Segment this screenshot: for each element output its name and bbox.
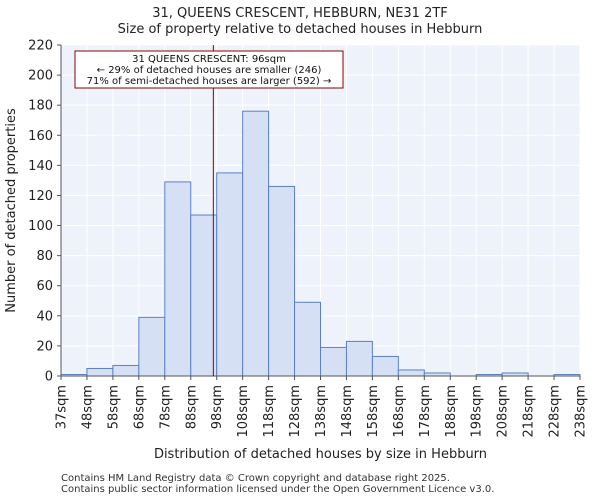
x-tick-label: 108sqm: [236, 385, 251, 438]
histogram-bar: [345, 340, 373, 377]
x-tick-label: 148sqm: [340, 385, 355, 438]
y-tick-label: 0: [45, 370, 53, 385]
histogram-bar: [216, 172, 244, 377]
x-axis-title: Distribution of detached houses by size …: [154, 447, 487, 462]
y-tick-label: 40: [36, 309, 53, 324]
histogram-bar: [164, 181, 192, 377]
annotation-line-title: 31 QUEENS CRESCENT: 96sqm: [132, 54, 286, 65]
histogram-bar: [397, 369, 425, 377]
y-tick-label: 220: [28, 39, 53, 54]
footer-copyright: Contains HM Land Registry data © Crown c…: [61, 473, 450, 484]
histogram-bar: [242, 110, 270, 377]
y-tick-label: 20: [36, 339, 53, 354]
y-tick-label: 120: [28, 189, 53, 204]
x-tick-label: 98sqm: [210, 385, 225, 429]
x-tick-label: 138sqm: [314, 385, 329, 438]
x-tick-label: 88sqm: [184, 385, 199, 429]
x-tick-label: 228sqm: [548, 385, 563, 438]
annotation-line-larger: 71% of semi-detached houses are larger (…: [87, 76, 332, 87]
x-tick-label: 58sqm: [106, 385, 121, 429]
y-tick-label: 60: [36, 279, 53, 294]
x-tick-label: 118sqm: [262, 385, 277, 438]
x-tick-label: 168sqm: [392, 385, 407, 438]
histogram-bar: [294, 301, 321, 377]
y-tick-label: 140: [28, 159, 53, 174]
histogram-bar: [112, 364, 140, 377]
histogram-bar: [138, 316, 166, 377]
y-tick-label: 100: [28, 219, 53, 234]
y-axis-title: Number of detached properties: [4, 108, 19, 313]
x-tick-label: 68sqm: [132, 385, 147, 429]
footer-licence: Contains public sector information licen…: [61, 484, 495, 495]
annotation-box: [74, 50, 344, 89]
x-tick-label: 158sqm: [366, 385, 381, 438]
histogram-bar: [371, 355, 399, 377]
chart-title: 31, QUEENS CRESCENT, HEBBURN, NE31 2TF: [152, 6, 448, 21]
histogram-bar: [320, 346, 347, 377]
x-tick-label: 218sqm: [522, 385, 537, 438]
annotation-line-smaller: ← 29% of detached houses are smaller (24…: [97, 65, 322, 76]
y-tick-label: 80: [36, 249, 53, 264]
y-tick-label: 200: [28, 69, 53, 84]
y-tick-label: 180: [28, 99, 53, 114]
x-tick-label: 128sqm: [288, 385, 303, 438]
x-tick-label: 238sqm: [574, 385, 589, 438]
x-tick-label: 178sqm: [418, 385, 433, 438]
x-tick-label: 188sqm: [444, 385, 459, 438]
x-tick-label: 37sqm: [55, 385, 70, 429]
y-tick-label: 160: [28, 129, 53, 144]
histogram-bar: [190, 214, 218, 377]
x-tick-label: 48sqm: [80, 385, 95, 429]
x-tick-label: 198sqm: [470, 385, 485, 438]
histogram-bar: [86, 367, 114, 377]
x-tick-label: 208sqm: [496, 385, 511, 438]
x-tick-label: 78sqm: [158, 385, 173, 429]
histogram-bar: [268, 185, 296, 377]
chart-subtitle: Size of property relative to detached ho…: [117, 22, 483, 37]
